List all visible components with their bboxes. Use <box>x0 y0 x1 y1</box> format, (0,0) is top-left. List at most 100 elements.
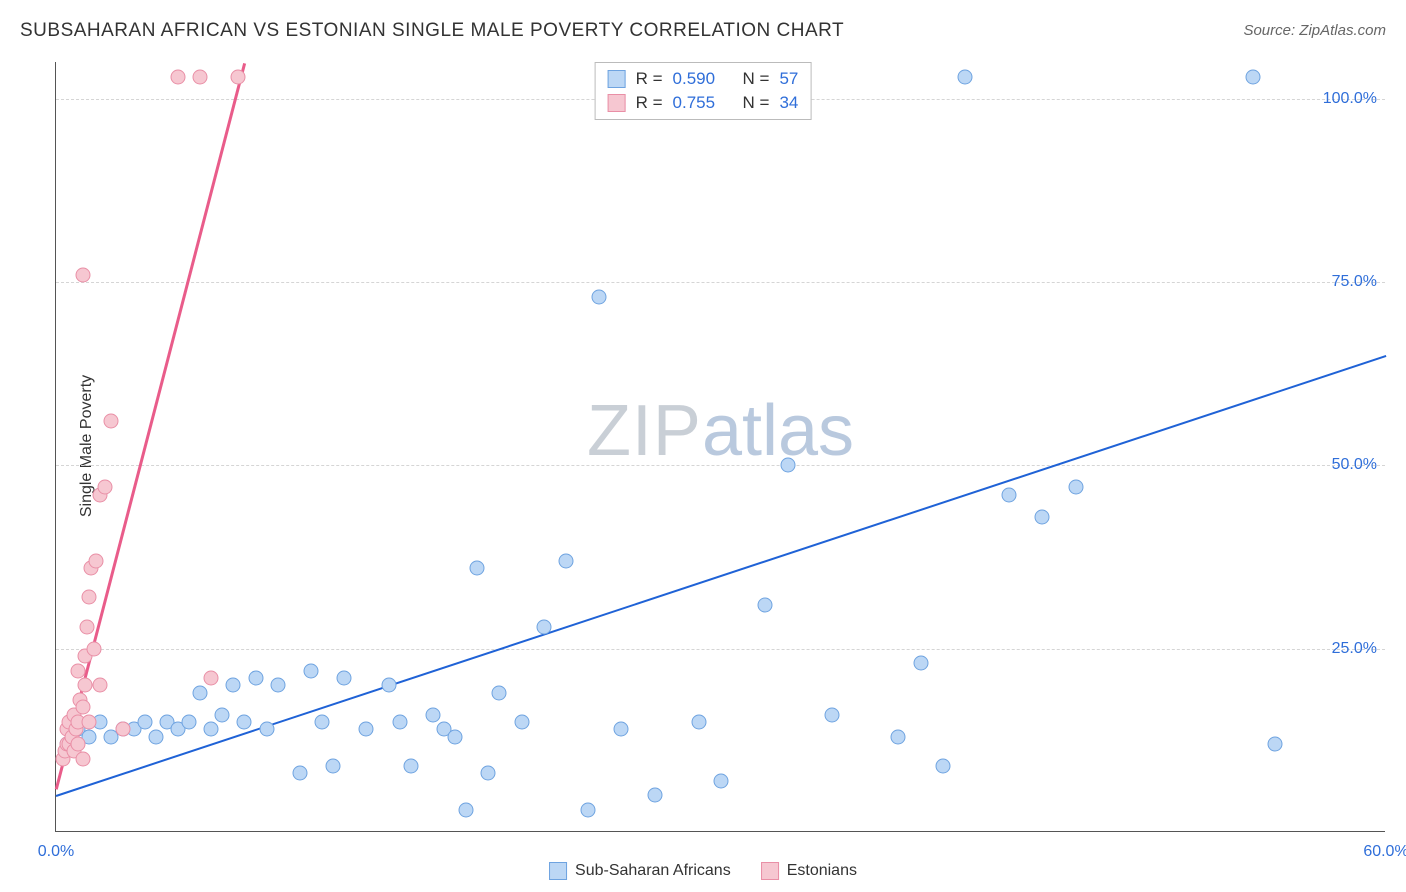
data-point <box>1035 509 1050 524</box>
legend-swatch <box>549 862 567 880</box>
data-point <box>80 619 95 634</box>
x-tick-label: 0.0% <box>38 843 74 861</box>
data-point <box>204 671 219 686</box>
data-point <box>204 722 219 737</box>
data-point <box>82 715 97 730</box>
data-point <box>93 678 108 693</box>
legend-swatch <box>608 94 626 112</box>
y-tick-label: 25.0% <box>1332 640 1377 658</box>
data-point <box>182 715 197 730</box>
gridline <box>56 649 1385 650</box>
data-point <box>148 729 163 744</box>
data-point <box>248 671 263 686</box>
data-point <box>71 663 86 678</box>
data-point <box>691 715 706 730</box>
gridline <box>56 282 1385 283</box>
data-point <box>71 737 86 752</box>
data-point <box>270 678 285 693</box>
legend-stat-row: R = 0.755 N = 34 <box>608 91 799 115</box>
data-point <box>226 678 241 693</box>
data-point <box>780 458 795 473</box>
data-point <box>592 289 607 304</box>
trend-line <box>56 355 1387 797</box>
watermark-part1: ZIP <box>587 391 702 471</box>
data-point <box>913 656 928 671</box>
n-value: 57 <box>779 69 798 89</box>
r-value: 0.590 <box>673 69 733 89</box>
data-point <box>115 722 130 737</box>
legend-swatch <box>608 70 626 88</box>
x-tick-label: 60.0% <box>1363 843 1406 861</box>
data-point <box>470 561 485 576</box>
data-point <box>137 715 152 730</box>
data-point <box>425 707 440 722</box>
data-point <box>237 715 252 730</box>
series-legend: Sub-Saharan Africans Estonians <box>549 862 857 880</box>
data-point <box>215 707 230 722</box>
data-point <box>514 715 529 730</box>
r-value: 0.755 <box>673 93 733 113</box>
data-point <box>1068 480 1083 495</box>
data-point <box>1002 487 1017 502</box>
data-point <box>714 773 729 788</box>
data-point <box>536 619 551 634</box>
data-point <box>647 788 662 803</box>
y-tick-label: 100.0% <box>1323 90 1377 108</box>
data-point <box>170 69 185 84</box>
r-label: R = <box>636 93 663 113</box>
legend-label: Estonians <box>787 862 857 880</box>
n-label: N = <box>743 93 770 113</box>
data-point <box>1268 737 1283 752</box>
r-label: R = <box>636 69 663 89</box>
y-tick-label: 50.0% <box>1332 456 1377 474</box>
data-point <box>381 678 396 693</box>
data-point <box>758 597 773 612</box>
legend-series-item: Estonians <box>761 862 857 880</box>
data-point <box>77 678 92 693</box>
legend-label: Sub-Saharan Africans <box>575 862 731 880</box>
data-point <box>337 671 352 686</box>
data-point <box>492 685 507 700</box>
data-point <box>230 69 245 84</box>
source-attribution: Source: ZipAtlas.com <box>1243 22 1386 39</box>
data-point <box>581 803 596 818</box>
data-point <box>86 641 101 656</box>
data-point <box>957 69 972 84</box>
data-point <box>403 759 418 774</box>
data-point <box>448 729 463 744</box>
legend-stat-row: R = 0.590 N = 57 <box>608 67 799 91</box>
legend-series-item: Sub-Saharan Africans <box>549 862 731 880</box>
data-point <box>935 759 950 774</box>
chart-title: SUBSAHARAN AFRICAN VS ESTONIAN SINGLE MA… <box>20 20 844 42</box>
watermark-part2: atlas <box>702 391 854 471</box>
data-point <box>891 729 906 744</box>
watermark: ZIPatlas <box>587 390 854 472</box>
n-label: N = <box>743 69 770 89</box>
n-value: 34 <box>779 93 798 113</box>
data-point <box>315 715 330 730</box>
data-point <box>193 685 208 700</box>
data-point <box>193 69 208 84</box>
data-point <box>97 480 112 495</box>
data-point <box>75 751 90 766</box>
data-point <box>558 553 573 568</box>
scatter-plot-area: ZIPatlas 25.0%50.0%75.0%100.0%0.0%60.0% <box>55 62 1385 832</box>
data-point <box>459 803 474 818</box>
data-point <box>75 267 90 282</box>
data-point <box>359 722 374 737</box>
y-tick-label: 75.0% <box>1332 273 1377 291</box>
data-point <box>326 759 341 774</box>
data-point <box>259 722 274 737</box>
data-point <box>292 766 307 781</box>
data-point <box>392 715 407 730</box>
data-point <box>75 700 90 715</box>
data-point <box>481 766 496 781</box>
gridline <box>56 465 1385 466</box>
data-point <box>614 722 629 737</box>
data-point <box>104 414 119 429</box>
data-point <box>82 590 97 605</box>
data-point <box>1246 69 1261 84</box>
data-point <box>303 663 318 678</box>
correlation-legend: R = 0.590 N = 57 R = 0.755 N = 34 <box>595 62 812 120</box>
data-point <box>88 553 103 568</box>
